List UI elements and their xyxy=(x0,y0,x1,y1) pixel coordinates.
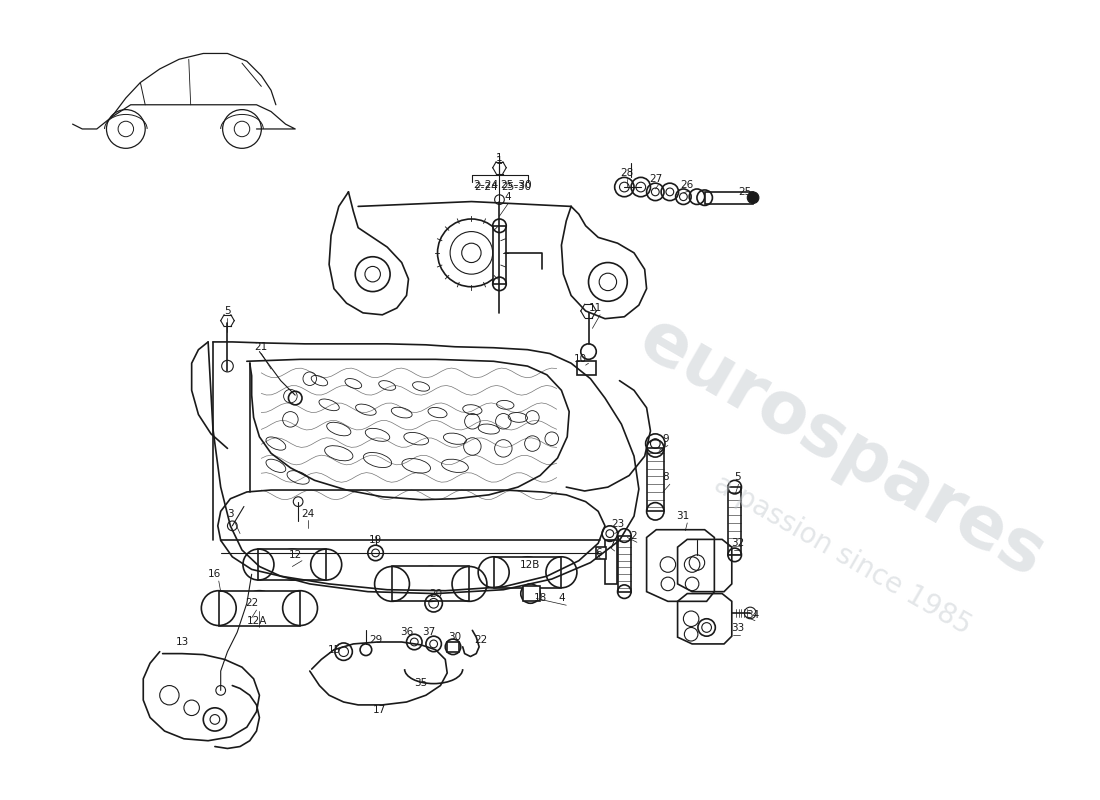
Bar xyxy=(522,586,540,602)
Text: 34: 34 xyxy=(747,610,760,620)
Text: 27: 27 xyxy=(650,174,663,184)
Bar xyxy=(258,549,327,580)
Text: 2-24: 2-24 xyxy=(474,182,497,192)
Text: 24: 24 xyxy=(301,510,315,519)
Text: 7: 7 xyxy=(608,540,615,550)
Text: 22: 22 xyxy=(245,598,258,608)
Text: 9: 9 xyxy=(662,434,669,444)
Text: 25: 25 xyxy=(739,187,752,197)
Bar xyxy=(494,557,561,588)
Text: 21: 21 xyxy=(255,342,268,352)
Text: 4: 4 xyxy=(505,192,512,202)
Text: 12B: 12B xyxy=(520,559,540,570)
Text: 30: 30 xyxy=(449,632,462,642)
Bar xyxy=(617,535,631,592)
Text: 8: 8 xyxy=(662,473,669,482)
Text: 33: 33 xyxy=(732,623,745,634)
Text: 3: 3 xyxy=(227,510,233,519)
Text: 25-30: 25-30 xyxy=(500,182,531,192)
Text: 31: 31 xyxy=(675,511,689,521)
Text: 18: 18 xyxy=(534,594,547,603)
Bar xyxy=(647,448,664,511)
Text: 23: 23 xyxy=(610,519,624,529)
Text: 11: 11 xyxy=(588,303,602,313)
Text: 2–24: 2–24 xyxy=(473,180,498,190)
Bar xyxy=(392,566,470,602)
Text: 29: 29 xyxy=(368,635,382,645)
Text: 5: 5 xyxy=(735,473,741,482)
Text: 12: 12 xyxy=(288,550,301,560)
Bar xyxy=(493,226,506,284)
Text: 37: 37 xyxy=(422,627,436,638)
Text: a passion since 1985: a passion since 1985 xyxy=(708,470,976,640)
Bar xyxy=(705,192,754,203)
Text: 4: 4 xyxy=(558,594,564,603)
Bar xyxy=(219,590,300,626)
Circle shape xyxy=(747,192,759,203)
Text: 16: 16 xyxy=(208,570,221,579)
Text: 19: 19 xyxy=(368,535,382,546)
Text: 13: 13 xyxy=(175,637,188,647)
Text: 26: 26 xyxy=(681,180,694,190)
Text: 20: 20 xyxy=(429,589,442,598)
Text: 6: 6 xyxy=(595,548,602,558)
Text: 10: 10 xyxy=(574,354,587,364)
Text: 17: 17 xyxy=(373,705,386,714)
Bar xyxy=(576,362,596,375)
Text: 5: 5 xyxy=(224,306,231,316)
Bar xyxy=(448,642,459,652)
Text: 12A: 12A xyxy=(246,616,266,626)
Text: 36: 36 xyxy=(400,627,414,638)
Text: 1: 1 xyxy=(496,156,503,166)
Text: eurospares: eurospares xyxy=(627,304,1057,593)
Bar xyxy=(605,540,617,584)
Text: 32: 32 xyxy=(732,538,745,548)
Text: 22: 22 xyxy=(474,635,487,645)
Text: 25–30: 25–30 xyxy=(500,180,531,190)
Bar xyxy=(728,487,741,555)
Text: 35: 35 xyxy=(415,678,428,688)
Text: 2: 2 xyxy=(630,530,637,541)
Text: 1: 1 xyxy=(496,153,503,163)
Bar xyxy=(596,547,606,558)
Text: 28: 28 xyxy=(620,167,634,178)
Text: 15: 15 xyxy=(328,645,341,654)
